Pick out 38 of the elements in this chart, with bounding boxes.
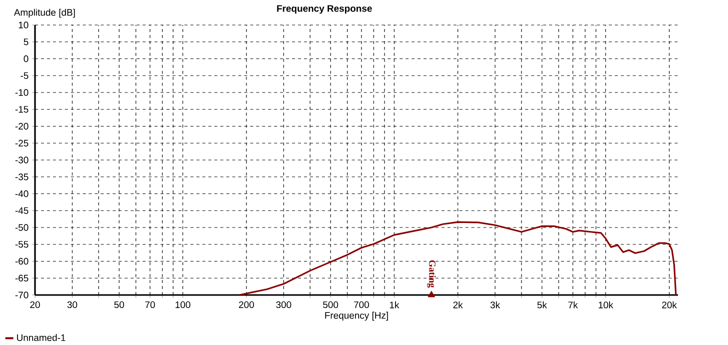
x-tick-label: 300 xyxy=(276,301,292,308)
y-tick-label: -45 xyxy=(15,207,28,214)
y-tick-label: -55 xyxy=(15,241,28,248)
x-tick-label: 7k xyxy=(568,301,578,308)
x-tick-label: 50 xyxy=(114,301,124,308)
x-tick-label: 10k xyxy=(598,301,614,308)
x-tick-label: 100 xyxy=(176,301,190,308)
y-tick-label: 5 xyxy=(24,38,28,46)
x-tick-label: 1k xyxy=(390,301,400,308)
x-tick-label: 3k xyxy=(490,301,500,308)
annotation: Gating xyxy=(427,260,436,288)
y-tick-label: -35 xyxy=(15,174,28,180)
x-tick-label: 20 xyxy=(30,301,40,308)
y-axis-title: Amplitude [dB] xyxy=(14,8,75,18)
legend-label: Unnamed-1 xyxy=(17,334,66,342)
y-tick-label: -65 xyxy=(15,274,28,282)
x-tick-label: 20k xyxy=(662,301,677,308)
y-tick-label: -30 xyxy=(15,156,28,164)
y-tick-label: -25 xyxy=(15,140,28,146)
x-tick-label: 700 xyxy=(354,301,369,308)
x-tick-label: 2k xyxy=(453,301,463,308)
y-tick-label: 10 xyxy=(18,22,28,28)
y-tick-label: -10 xyxy=(15,89,28,96)
y-tick-label: -40 xyxy=(15,190,28,198)
x-tick-label: 5k xyxy=(537,301,547,308)
x-tick-label: 500 xyxy=(323,301,338,308)
x-tick-label: 30 xyxy=(67,301,78,308)
y-tick-label: 0 xyxy=(24,55,28,62)
chart-title: Frequency Response xyxy=(277,5,372,14)
y-tick-label: -15 xyxy=(15,106,28,113)
y-tick-label: -5 xyxy=(20,72,28,79)
y-tick-label: -50 xyxy=(15,224,28,231)
y-tick-label: -70 xyxy=(15,292,28,298)
y-tick-label: -20 xyxy=(15,122,28,130)
x-axis-title: Frequency [Hz] xyxy=(325,312,388,321)
x-tick-label: 70 xyxy=(145,301,155,308)
x-tick-label: 200 xyxy=(239,301,254,308)
y-tick-label: -60 xyxy=(15,258,28,265)
